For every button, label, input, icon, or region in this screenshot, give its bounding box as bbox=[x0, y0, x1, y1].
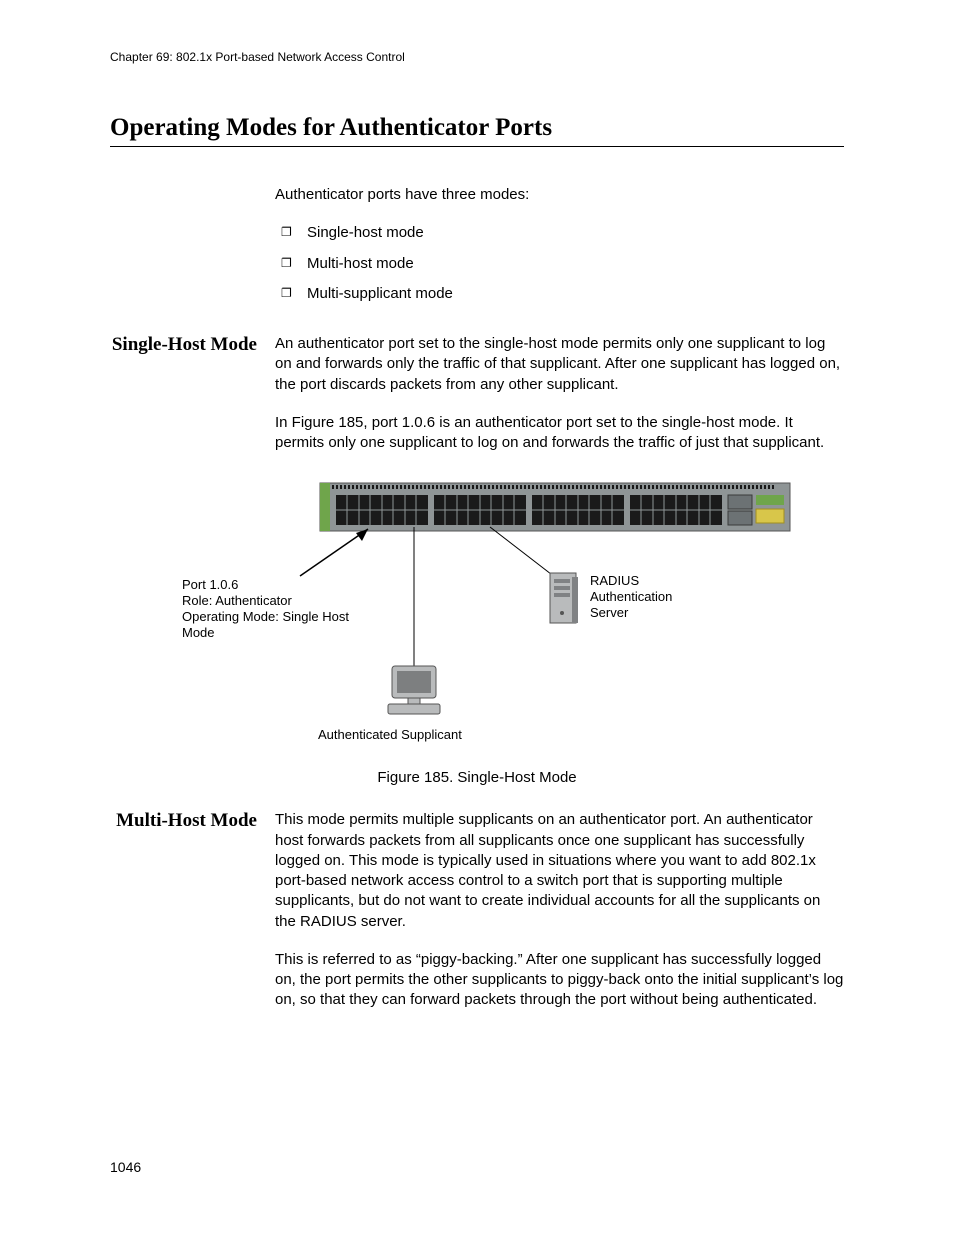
port-label-2: Role: Authenticator bbox=[182, 593, 293, 608]
bullet-item: Multi-supplicant mode bbox=[307, 284, 844, 304]
multi-host-body: This mode permits multiple supplicants o… bbox=[275, 810, 844, 1028]
port-label-1: Port 1.0.6 bbox=[182, 577, 238, 592]
bullet-item: Multi-host mode bbox=[307, 254, 844, 274]
single-host-para2: In Figure 185, port 1.0.6 is an authenti… bbox=[275, 413, 844, 454]
page-title: Operating Modes for Authenticator Ports bbox=[110, 114, 844, 147]
figure-svg: RADIUS Authentication Server Port 1.0.6 … bbox=[170, 481, 890, 761]
single-host-label: Single-Host Mode bbox=[110, 334, 275, 356]
port-label-4: Mode bbox=[182, 625, 215, 640]
page-number: 1046 bbox=[110, 1159, 141, 1175]
figure-caption: Figure 185. Single-Host Mode bbox=[110, 769, 844, 786]
multi-host-para2: This is referred to as “piggy-backing.” … bbox=[275, 950, 844, 1011]
bullet-item: Single-host mode bbox=[307, 223, 844, 243]
intro-body: Authenticator ports have three modes: Si… bbox=[275, 185, 844, 324]
intro-text: Authenticator ports have three modes: bbox=[275, 185, 844, 205]
multi-host-label: Multi-Host Mode bbox=[110, 810, 275, 832]
chapter-header: Chapter 69: 802.1x Port-based Network Ac… bbox=[110, 50, 844, 64]
document-page: Chapter 69: 802.1x Port-based Network Ac… bbox=[0, 0, 954, 1235]
multi-host-para1: This mode permits multiple supplicants o… bbox=[275, 810, 844, 932]
mode-bullet-list: Single-host mode Multi-host mode Multi-s… bbox=[275, 223, 844, 304]
multi-host-row: Multi-Host Mode This mode permits multip… bbox=[110, 810, 844, 1028]
switch-port-groups bbox=[336, 495, 784, 525]
port-label-3: Operating Mode: Single Host bbox=[182, 609, 349, 624]
arrow-port-line bbox=[300, 529, 368, 576]
single-host-row: Single-Host Mode An authenticator port s… bbox=[110, 334, 844, 471]
radius-server-icon bbox=[550, 573, 578, 623]
radius-label-3: Server bbox=[590, 605, 629, 620]
radius-label-2: Authentication bbox=[590, 589, 672, 604]
switch-side-green bbox=[320, 483, 330, 531]
single-host-body: An authenticator port set to the single-… bbox=[275, 334, 844, 471]
radius-label-1: RADIUS bbox=[590, 573, 639, 588]
figure-185: RADIUS Authentication Server Port 1.0.6 … bbox=[170, 481, 844, 761]
intro-row: Authenticator ports have three modes: Si… bbox=[110, 185, 844, 324]
supplicant-label: Authenticated Supplicant bbox=[318, 727, 462, 742]
supplicant-pc-icon bbox=[388, 666, 440, 714]
single-host-para1: An authenticator port set to the single-… bbox=[275, 334, 844, 395]
